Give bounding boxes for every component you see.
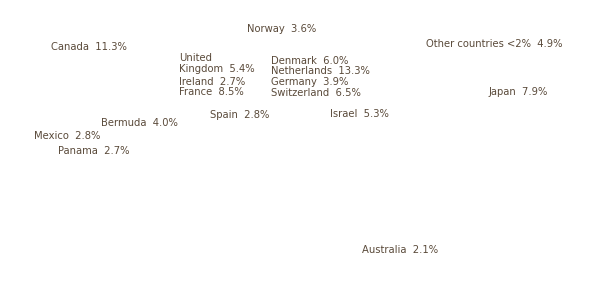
Text: France  8.5%: France 8.5% — [179, 87, 244, 98]
Text: United
Kingdom  5.4%: United Kingdom 5.4% — [179, 53, 254, 75]
Text: Bermuda  4.0%: Bermuda 4.0% — [101, 118, 178, 128]
Text: Spain  2.8%: Spain 2.8% — [211, 110, 270, 120]
Text: Israel  5.3%: Israel 5.3% — [329, 108, 388, 119]
Text: Japan  7.9%: Japan 7.9% — [489, 87, 548, 98]
Text: Netherlands  13.3%: Netherlands 13.3% — [271, 66, 370, 76]
Text: Mexico  2.8%: Mexico 2.8% — [34, 131, 100, 142]
Text: Australia  2.1%: Australia 2.1% — [362, 245, 439, 255]
Text: Switzerland  6.5%: Switzerland 6.5% — [271, 88, 361, 98]
Text: Germany  3.9%: Germany 3.9% — [271, 77, 349, 87]
Text: Panama  2.7%: Panama 2.7% — [58, 146, 130, 157]
Text: Canada  11.3%: Canada 11.3% — [50, 42, 127, 52]
Text: Ireland  2.7%: Ireland 2.7% — [179, 77, 245, 87]
Text: Norway  3.6%: Norway 3.6% — [247, 24, 317, 34]
Text: Denmark  6.0%: Denmark 6.0% — [271, 55, 349, 66]
Text: Other countries <2%  4.9%: Other countries <2% 4.9% — [426, 39, 563, 49]
